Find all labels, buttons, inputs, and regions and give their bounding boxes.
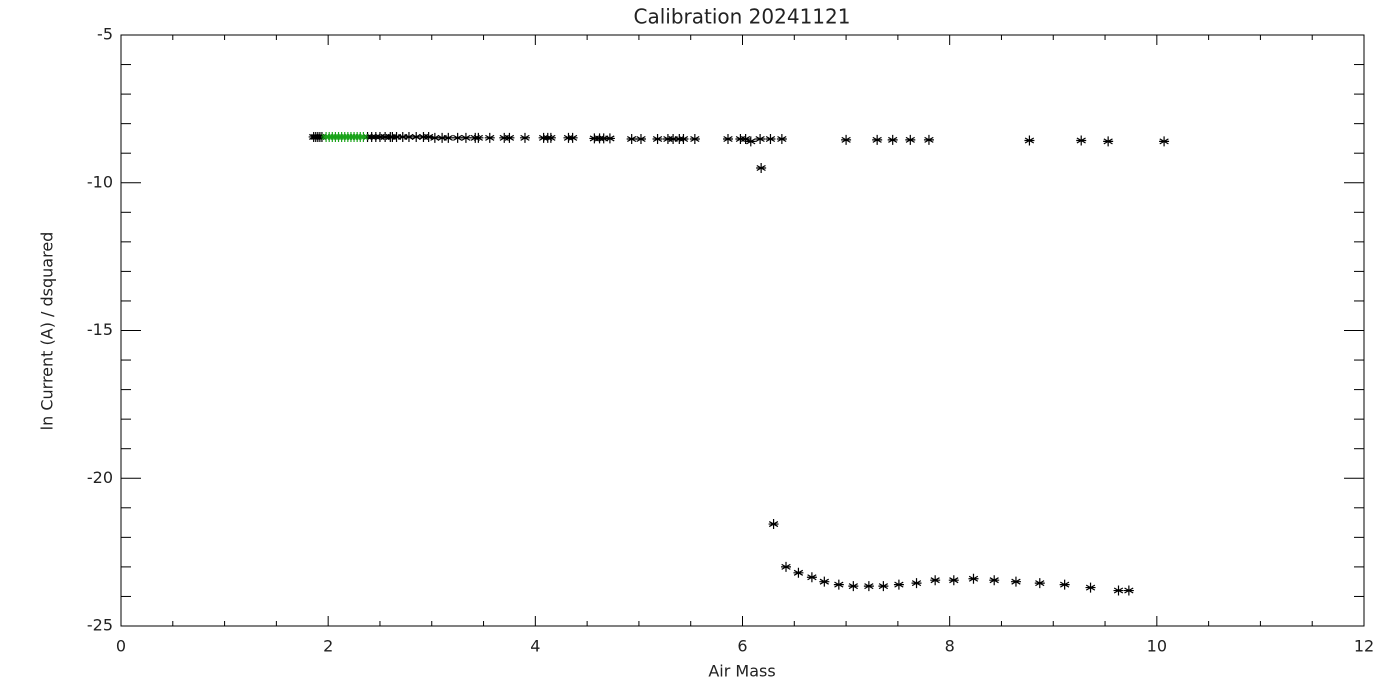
data-point [1024, 135, 1035, 146]
data-point [429, 132, 440, 143]
data-point [1034, 578, 1045, 589]
data-point [423, 131, 434, 142]
data-point [765, 134, 776, 145]
data-point [358, 131, 369, 142]
data-point [403, 131, 414, 142]
data-point [1076, 135, 1087, 146]
data-point [452, 132, 463, 143]
data-point [781, 561, 792, 572]
data-point [391, 131, 402, 142]
data-point [689, 134, 700, 145]
data-point [756, 162, 767, 173]
data-point [745, 136, 756, 147]
x-tick-label: 2 [323, 637, 333, 656]
x-tick-label: 10 [1147, 637, 1167, 656]
data-point [893, 579, 904, 590]
data-point [545, 132, 556, 143]
data-point [735, 134, 746, 145]
data-point [872, 134, 883, 145]
y-tick-label: -20 [87, 468, 113, 487]
data-point [443, 132, 454, 143]
x-tick-label: 0 [116, 637, 126, 656]
data-point [1159, 136, 1170, 147]
data-point [819, 576, 830, 587]
data-point [878, 581, 889, 592]
data-point [504, 132, 515, 143]
data-point [380, 131, 391, 142]
data-point [678, 134, 689, 145]
y-tick-label: -10 [87, 172, 113, 191]
data-point [968, 573, 979, 584]
data-point [806, 572, 817, 583]
data-point [598, 133, 609, 144]
data-point [923, 134, 934, 145]
data-point [887, 134, 898, 145]
data-point [793, 567, 804, 578]
data-point [662, 134, 673, 145]
plot-frame [120, 34, 1365, 627]
data-point [411, 131, 422, 142]
x-axis-label: Air Mass [708, 662, 775, 681]
data-point [1113, 585, 1124, 596]
data-point [1103, 136, 1114, 147]
data-point [905, 134, 916, 145]
data-point [519, 132, 530, 143]
data-point [460, 132, 471, 143]
y-tick-label: -25 [87, 616, 113, 635]
data-point [499, 132, 510, 143]
data-point [652, 134, 663, 145]
data-point [930, 575, 941, 586]
data-point [589, 133, 600, 144]
data-point [1059, 579, 1070, 590]
x-tick-label: 12 [1354, 637, 1374, 656]
data-point [418, 131, 429, 142]
data-point [755, 134, 766, 145]
data-point [437, 132, 448, 143]
x-tick-label: 8 [945, 637, 955, 656]
data-point [484, 132, 495, 143]
data-point [722, 134, 733, 145]
data-point [473, 132, 484, 143]
chart-title: Calibration 20241121 [634, 5, 851, 29]
data-point [397, 131, 408, 142]
data-point [768, 519, 779, 530]
y-tick-label: -15 [87, 320, 113, 339]
data-point [604, 133, 615, 144]
data-point [848, 581, 859, 592]
data-point [841, 134, 852, 145]
data-point [776, 134, 787, 145]
data-point [911, 578, 922, 589]
data-point [1010, 576, 1021, 587]
x-tick-label: 6 [737, 637, 747, 656]
data-point [989, 575, 1000, 586]
data-point [374, 131, 385, 142]
y-tick-label: -5 [97, 25, 113, 44]
data-point [833, 579, 844, 590]
data-point [567, 132, 578, 143]
data-point [1085, 582, 1096, 593]
data-point [1123, 585, 1134, 596]
data-point [668, 134, 679, 145]
data-point [626, 134, 637, 145]
x-tick-label: 4 [530, 637, 540, 656]
data-point [635, 134, 646, 145]
data-point [740, 134, 751, 145]
data-point [863, 581, 874, 592]
y-axis-label: ln Current (A) / dsquared [38, 232, 57, 431]
data-point [948, 575, 959, 586]
